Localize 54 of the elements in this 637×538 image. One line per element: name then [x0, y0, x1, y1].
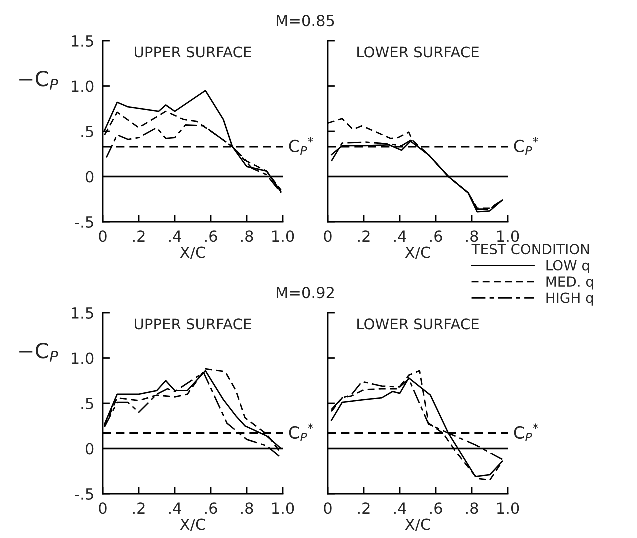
- y-tick-label: 1.0: [72, 352, 94, 364]
- x-tick-label: .4: [394, 230, 406, 242]
- annotation: UPPER SURFACE: [135, 46, 252, 58]
- chart-title: M=0.92: [277, 287, 334, 299]
- x-axis-title: X/C: [405, 518, 430, 532]
- x-tick-label: .6: [430, 502, 442, 514]
- annotation: LOWER SURFACE: [358, 318, 479, 330]
- annotation: UPPER SURFACE: [135, 318, 252, 330]
- x-tick-label: .8: [241, 230, 254, 242]
- x-axis-title: X/C: [180, 246, 206, 260]
- x-tick-label: 1.0: [272, 230, 294, 242]
- legend-label: HIGH q: [546, 292, 594, 306]
- y-tick-label: 0: [86, 171, 94, 183]
- y-tick-label: .5: [82, 398, 94, 410]
- y-tick-label: 1.5: [72, 308, 94, 320]
- x-tick-label: .2: [133, 502, 145, 514]
- y-tick-label: -.5: [75, 216, 94, 228]
- x-tick-label: .4: [169, 230, 182, 242]
- y-tick-label: .5: [82, 126, 94, 138]
- chart-title: M=0.85: [277, 15, 334, 27]
- y-tick-label: 1.0: [72, 80, 94, 92]
- y-tick-label: 1.5: [72, 36, 94, 48]
- x-axis-title: X/C: [405, 246, 430, 260]
- ref-line-label: C$_{P}$$^{*}$: [514, 137, 538, 156]
- x-tick-label: .2: [133, 230, 145, 242]
- x-tick-label: .8: [466, 502, 478, 514]
- y-axis-title: −C$_{P}$: [20, 70, 58, 90]
- ref-line-label: C$_{P}$$^{*}$: [289, 137, 314, 156]
- x-tick-label: 0: [324, 502, 332, 514]
- x-tick-label: .2: [358, 230, 370, 242]
- x-tick-label: 0: [99, 502, 107, 514]
- x-tick-label: .2: [358, 502, 370, 514]
- y-tick-label: -.5: [75, 488, 94, 500]
- ref-line-label: C$_{P}$$^{*}$: [289, 424, 314, 442]
- x-axis-title: X/C: [180, 518, 206, 532]
- legend-title: TEST CONDITION: [472, 244, 590, 255]
- x-tick-label: 1.0: [498, 502, 520, 514]
- legend-label: MED. q: [546, 276, 594, 290]
- x-tick-label: .4: [394, 502, 406, 514]
- y-axis-title: −C$_{P}$: [20, 342, 58, 362]
- x-tick-label: 0: [99, 230, 107, 242]
- x-tick-label: .8: [241, 502, 254, 514]
- y-tick-label: 0: [86, 443, 94, 455]
- legend-label: LOW q: [546, 260, 590, 274]
- x-tick-label: 1.0: [498, 230, 520, 242]
- x-tick-label: .6: [430, 230, 442, 242]
- x-tick-label: .4: [169, 502, 182, 514]
- x-tick-label: 1.0: [272, 502, 294, 514]
- x-tick-label: .8: [466, 230, 478, 242]
- x-tick-label: .6: [205, 502, 218, 514]
- ref-line-label: C$_{P}$$^{*}$: [514, 424, 538, 442]
- x-tick-label: 0: [324, 230, 332, 242]
- x-tick-label: .6: [205, 230, 218, 242]
- annotation: LOWER SURFACE: [358, 46, 479, 58]
